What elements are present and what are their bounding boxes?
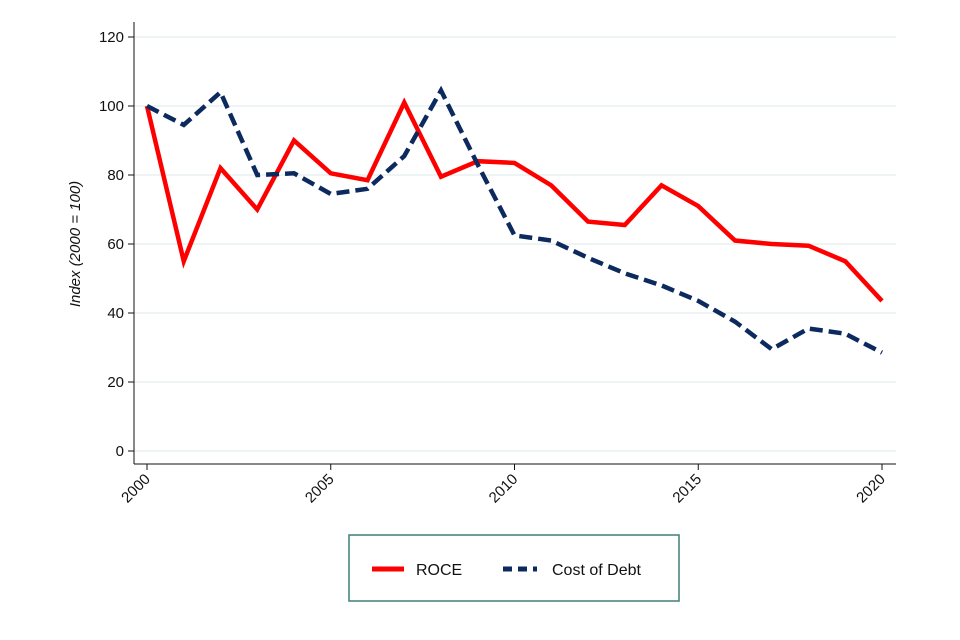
y-tick-label-120: 120 (99, 29, 124, 46)
y-axis-title: Index (2000 = 100) (67, 181, 84, 307)
x-tick-label-2000: 2000 (118, 471, 154, 507)
y-tick-label-80: 80 (107, 167, 124, 184)
series-line-cost-of-debt (145, 85, 884, 355)
x-tick-label-2005: 2005 (302, 471, 338, 507)
x-tick-label-2020: 2020 (853, 471, 889, 507)
legend-label-roce: ROCE (416, 562, 462, 579)
y-tick-label-0: 0 (116, 443, 124, 460)
series-lines (144, 85, 884, 355)
gridlines (134, 36, 896, 452)
y-tick-label-20: 20 (107, 374, 124, 391)
x-tick-label-2015: 2015 (669, 471, 705, 507)
legend-label-cost-of-debt: Cost of Debt (552, 562, 641, 579)
series-line-roce (144, 97, 884, 303)
legend: ROCE Cost of Debt (348, 534, 680, 602)
y-tick-label-40: 40 (107, 305, 124, 322)
y-tick-label-100: 100 (99, 98, 124, 115)
x-tick-label-2010: 2010 (486, 471, 522, 507)
y-tick-label-60: 60 (107, 236, 124, 253)
